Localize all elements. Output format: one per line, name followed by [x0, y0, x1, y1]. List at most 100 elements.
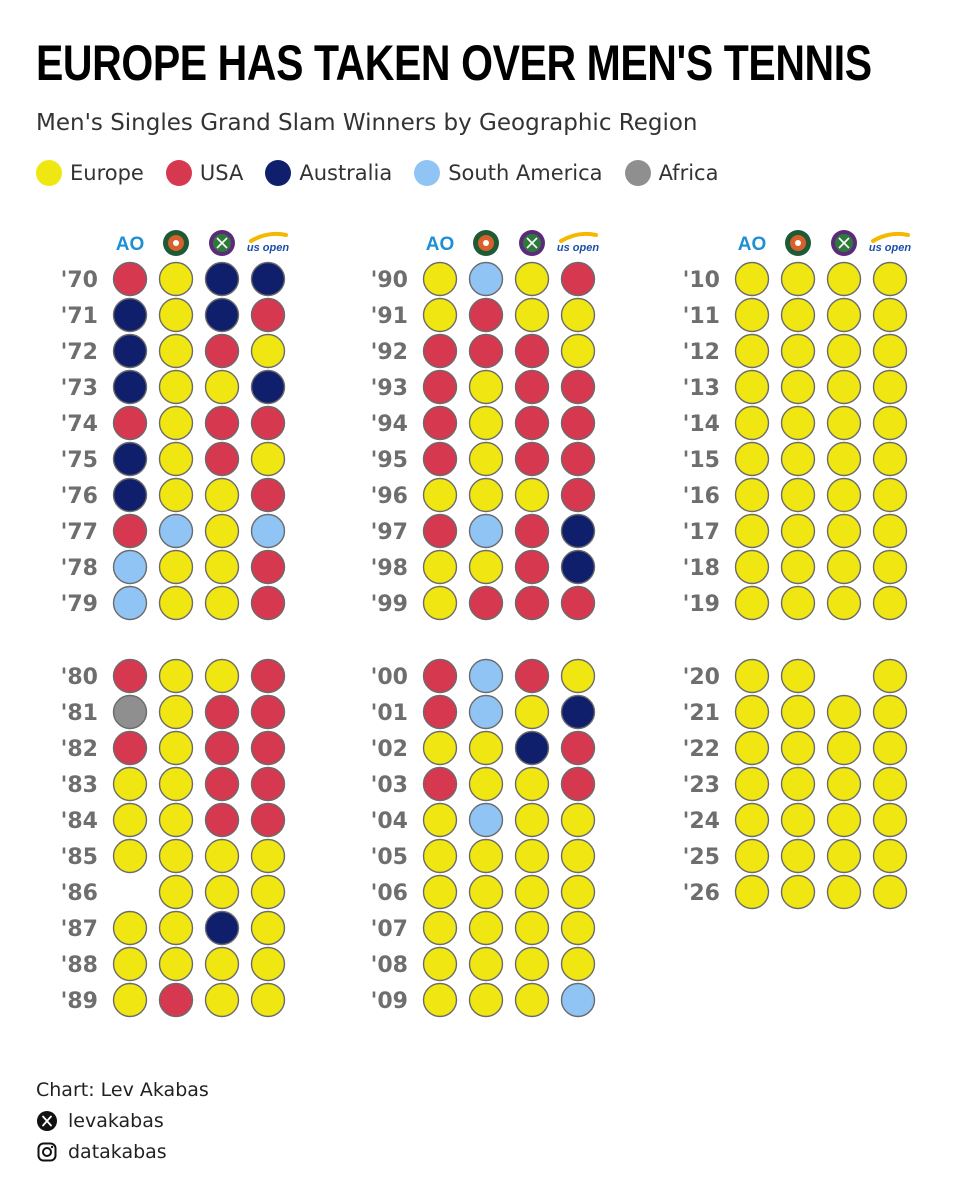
year-label: '17 — [683, 520, 720, 545]
winner-dot — [422, 441, 458, 477]
australian-open-logo-icon: AO — [738, 234, 767, 255]
us-open-logo-icon: us open — [557, 231, 599, 254]
winner-dot — [250, 658, 286, 694]
winner-dot — [158, 549, 194, 585]
winner-dot — [468, 405, 504, 441]
winner-dot — [468, 513, 504, 549]
winner-dot — [250, 513, 286, 549]
winner-dot — [734, 477, 770, 513]
winner-dot — [780, 549, 816, 585]
winner-dot — [734, 549, 770, 585]
chart-panel: '80 '81 '82 '83 '84 '85 '86 '87 '88 '89 — [61, 658, 286, 1018]
winner-dot — [780, 874, 816, 910]
year-label: '80 — [61, 665, 98, 690]
year-label: '95 — [371, 448, 408, 473]
credit-author-line: Chart: Lev Akabas — [36, 1074, 209, 1105]
year-label: '15 — [683, 448, 720, 473]
winner-dot — [112, 513, 148, 549]
wimbledon-logo-icon — [519, 230, 545, 256]
winner-dot — [158, 730, 194, 766]
winner-dot — [560, 838, 596, 874]
year-label: '75 — [61, 448, 98, 473]
wimbledon-logo-rackets — [216, 237, 228, 249]
winner-dot — [112, 477, 148, 513]
winner-dot — [422, 297, 458, 333]
winner-dot — [468, 802, 504, 838]
winner-dot — [204, 297, 240, 333]
winner-dot — [780, 802, 816, 838]
x-logo-icon — [36, 1110, 58, 1132]
rg-logo-dot — [173, 240, 179, 246]
winner-dot — [560, 441, 596, 477]
legend-label-south-america: South America — [448, 161, 603, 185]
year-label: '11 — [683, 304, 720, 329]
year-label: '81 — [61, 701, 98, 726]
winner-dot — [112, 802, 148, 838]
legend-label-europe: Europe — [70, 161, 144, 185]
winner-dot — [112, 369, 148, 405]
winner-dot — [826, 405, 862, 441]
legend-swatch-africa — [624, 160, 651, 186]
winner-dot — [872, 838, 908, 874]
winner-dot — [112, 297, 148, 333]
winner-dot — [422, 513, 458, 549]
year-label: '85 — [61, 845, 98, 870]
winner-dot — [734, 585, 770, 621]
winner-dot — [422, 802, 458, 838]
winner-dot — [468, 766, 504, 802]
winner-dot — [112, 838, 148, 874]
winner-dot — [734, 838, 770, 874]
year-label: '73 — [61, 376, 98, 401]
year-label: '00 — [371, 665, 408, 690]
winner-dot — [514, 261, 550, 297]
winner-dot — [514, 874, 550, 910]
winner-dot — [468, 946, 504, 982]
winner-dot — [826, 369, 862, 405]
winner-dot — [872, 441, 908, 477]
year-label: '91 — [371, 304, 408, 329]
winner-dot — [422, 585, 458, 621]
winner-dot — [734, 874, 770, 910]
winner-dot — [112, 730, 148, 766]
us-open-logo-swoosh — [559, 231, 598, 243]
roland-garros-logo-icon — [163, 230, 189, 256]
legend-swatch-europe — [36, 160, 62, 186]
winner-dot — [158, 946, 194, 982]
winner-dot — [158, 585, 194, 621]
year-label: '20 — [683, 665, 720, 690]
winner-dot — [422, 730, 458, 766]
legend-label-australia: Australia — [299, 161, 393, 185]
winner-dot — [204, 946, 240, 982]
winner-dot — [158, 369, 194, 405]
winner-dot — [560, 802, 596, 838]
year-label: '87 — [61, 917, 98, 942]
winner-dot — [468, 838, 504, 874]
winner-dot — [422, 874, 458, 910]
winner-dot — [422, 910, 458, 946]
winner-dot — [560, 369, 596, 405]
winner-dot — [872, 549, 908, 585]
winner-dot — [826, 297, 862, 333]
winner-dot — [422, 369, 458, 405]
winner-dot — [468, 441, 504, 477]
winner-dot — [560, 766, 596, 802]
winner-dot — [158, 802, 194, 838]
winner-dot — [780, 297, 816, 333]
winner-dot — [250, 694, 286, 730]
winner-dot — [468, 658, 504, 694]
winner-dot — [872, 766, 908, 802]
winner-dot — [560, 658, 596, 694]
winner-dot — [872, 297, 908, 333]
legend-item-europe: Europe — [36, 160, 144, 186]
chart-panel: AO us open '90 '91 '92 '93 '94 '95 '96 '97 '98 '99 — [371, 230, 599, 621]
x-handle[interactable]: levakabas — [68, 1109, 164, 1132]
instagram-handle[interactable]: datakabas — [68, 1140, 167, 1163]
year-label: '08 — [371, 953, 408, 978]
winner-dot — [780, 838, 816, 874]
winner-dot — [780, 477, 816, 513]
winner-dot — [422, 477, 458, 513]
year-label: '05 — [371, 845, 408, 870]
winner-dot — [112, 585, 148, 621]
winner-dot — [158, 261, 194, 297]
chart-panel: '00 '01 '02 '03 '04 '05 '06 '07 '08 '09 — [371, 658, 596, 1018]
